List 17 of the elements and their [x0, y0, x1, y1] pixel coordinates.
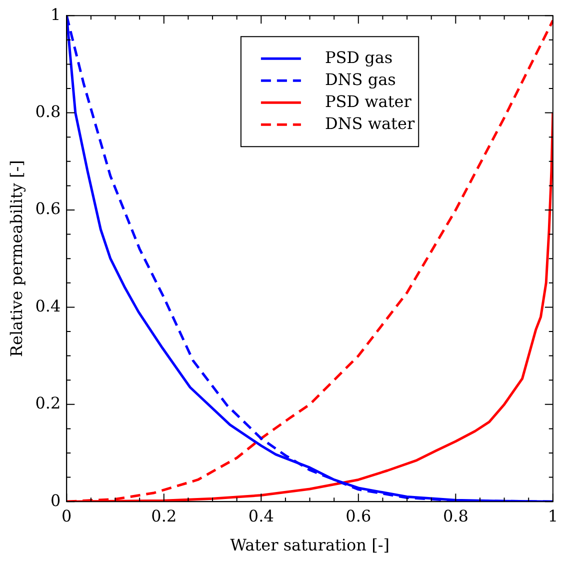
legend-label: PSD water — [324, 92, 412, 111]
y-axis-title: Relative permeability [-] — [6, 160, 26, 358]
y-tick-label: 1 — [50, 4, 61, 24]
y-tick-label: 0.4 — [35, 296, 61, 316]
x-tick-label: 0.6 — [346, 506, 372, 526]
y-tick-label: 0.2 — [35, 394, 61, 413]
x-tick-label: 0.2 — [151, 506, 177, 526]
legend-label: DNS water — [324, 114, 415, 133]
x-tick-label: 1 — [548, 506, 558, 526]
x-tick-label: 0.8 — [442, 506, 468, 526]
x-axis-title: Water saturation [-] — [230, 536, 390, 555]
y-tick-label: 0 — [50, 490, 61, 510]
y-tick-label: 0.6 — [35, 199, 61, 218]
x-tick-label: 0.4 — [248, 506, 274, 526]
legend-label: DNS gas — [324, 70, 396, 89]
y-tick-label: 0.8 — [35, 102, 61, 121]
legend-label: PSD gas — [324, 48, 393, 67]
